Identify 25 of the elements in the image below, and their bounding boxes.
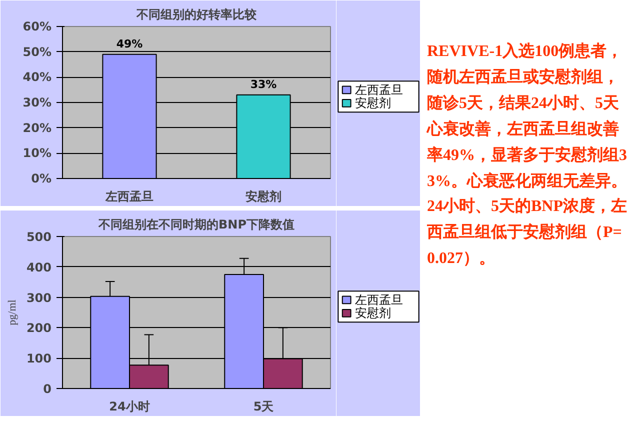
legend-label: 左西孟旦 [354, 82, 403, 97]
y-tick-label: 100 [26, 352, 52, 366]
y-tick-label: 20% [22, 120, 52, 135]
y-tick-label: 200 [26, 321, 52, 336]
chart-title: 不同组别的好转率比较 [136, 8, 258, 22]
legend-label: 安慰剂 [354, 306, 391, 320]
legend-label: 安慰剂 [354, 96, 391, 110]
data-label: 49% [116, 37, 143, 50]
y-axis-title: pg/ml [6, 300, 18, 326]
y-tick-label: 60% [22, 20, 52, 34]
y-tick-label: 0% [31, 172, 52, 186]
text: REVIVE-1入选100例患者，随机左西孟旦或安慰剂组，随诊5天，结果24小时、5天心衰改善，左西孟旦组改善率49%，显著多于安慰剂组33%。心衰恶化两组无差异。24小时、5天的BNP浓度，左西孟旦组低于安慰剂组（P=0.027）。 [427, 43, 627, 268]
legend-label: 左西孟旦 [354, 292, 403, 307]
y-tick-label: 500 [26, 230, 52, 244]
y-tick-label: 0 [43, 382, 52, 396]
x-tick-label: 5天 [253, 400, 275, 414]
y-tick-label: 10% [22, 146, 52, 160]
y-tick-label: 400 [26, 260, 52, 274]
data-label: 33% [250, 78, 277, 91]
y-tick-label: 30% [22, 96, 52, 110]
y-tick-label: 300 [26, 290, 52, 305]
y-tick-label: 40% [22, 70, 52, 84]
y-tick-label: 50% [22, 44, 52, 59]
x-tick-label: 24小时 [109, 400, 150, 414]
chart-title: 不同组别在不同时期的BNP下降数值 [98, 218, 294, 232]
